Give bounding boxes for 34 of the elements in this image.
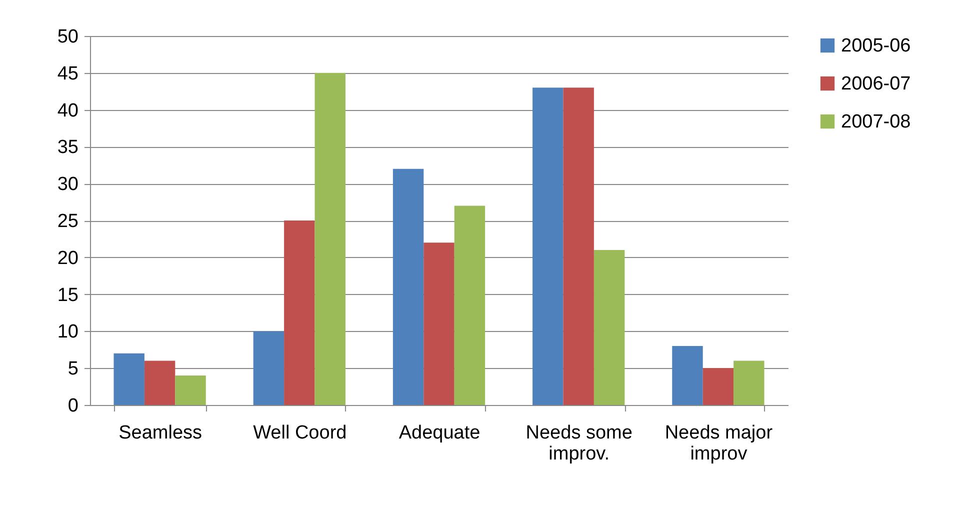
bar bbox=[253, 331, 284, 405]
bar bbox=[424, 242, 454, 405]
y-tick-label: 5 bbox=[68, 358, 78, 380]
bar bbox=[702, 368, 734, 405]
bar bbox=[454, 206, 486, 405]
bar bbox=[532, 88, 564, 405]
y-tick-label: 40 bbox=[57, 100, 78, 122]
legend-label: 2006-07 bbox=[841, 74, 911, 94]
x-tick-label: Well Coord bbox=[253, 422, 347, 444]
x-tick-label: Needs some improv. bbox=[526, 422, 632, 464]
y-tick-label: 30 bbox=[57, 174, 78, 196]
bar bbox=[734, 360, 764, 405]
y-tick-label: 35 bbox=[57, 137, 78, 158]
y-tick-label: 10 bbox=[57, 322, 78, 343]
bar bbox=[672, 346, 703, 405]
bar bbox=[563, 88, 594, 405]
bar bbox=[175, 375, 206, 405]
x-tick-label: Adequate bbox=[398, 422, 480, 444]
bar bbox=[144, 360, 176, 405]
y-tick-label: 15 bbox=[57, 284, 78, 306]
x-tick-label: Seamless bbox=[118, 422, 202, 444]
y-tick-label: 50 bbox=[57, 26, 78, 48]
bar bbox=[314, 72, 346, 405]
x-tick-label: Needs major improv bbox=[664, 422, 774, 464]
y-tick-label: 45 bbox=[57, 63, 78, 84]
bar bbox=[114, 353, 144, 405]
bar bbox=[392, 168, 424, 405]
y-tick-label: 0 bbox=[68, 396, 78, 416]
bar bbox=[594, 250, 625, 405]
bar bbox=[284, 220, 315, 405]
y-tick-label: 25 bbox=[57, 211, 78, 232]
legend-label: 2005-06 bbox=[841, 36, 911, 56]
y-tick-label: 20 bbox=[57, 248, 78, 269]
legend-label: 2007-08 bbox=[841, 112, 911, 132]
